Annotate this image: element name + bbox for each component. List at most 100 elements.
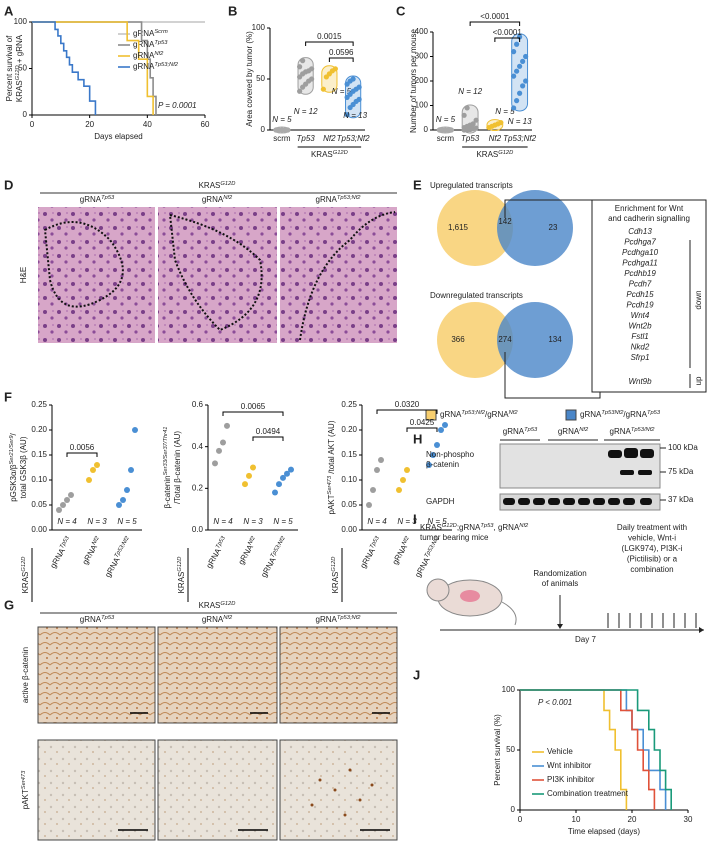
data-point — [517, 63, 523, 69]
label-part: , gRNA — [494, 523, 520, 532]
data-point — [464, 105, 470, 111]
label-part: gRNA — [610, 427, 632, 436]
data-point — [56, 507, 62, 513]
y-tick-label: 0.00 — [341, 525, 357, 534]
p-value: 0.0596 — [329, 48, 354, 57]
schematic-text: Daily treatment with — [617, 523, 687, 532]
schematic-text: (Pictilisib) or a — [627, 555, 678, 564]
significance-bracket — [469, 21, 521, 26]
gene: Pcdh19 — [626, 301, 654, 310]
label-part: gRNA — [580, 410, 602, 419]
bands — [503, 448, 654, 505]
box-title: and cadherin signalling — [608, 214, 690, 223]
label-part: KRAS — [331, 572, 340, 594]
gene-box — [591, 199, 707, 393]
label-part: KRAS — [420, 523, 442, 532]
violin — [511, 33, 529, 112]
schematic-text: combination — [630, 565, 673, 574]
data-point — [124, 487, 130, 493]
data-point — [366, 502, 372, 508]
label-part: Ser21/Ser9 — [9, 435, 15, 465]
label-part: Nf2 — [223, 615, 233, 621]
label-part: gRNA — [440, 410, 462, 419]
significance-bracket — [305, 41, 354, 46]
survival-curve — [520, 689, 672, 810]
p-value: <0.0001 — [493, 28, 523, 37]
y-tick-label: 0 — [261, 125, 266, 134]
x-tick-label: Tp53;Nf2 — [337, 134, 370, 143]
significance-bracket — [406, 427, 438, 432]
p-value: 0.0015 — [317, 32, 342, 41]
label-part: gRNA — [503, 427, 525, 436]
data-point — [378, 457, 384, 463]
y-tick-label: 200 — [415, 76, 429, 85]
p-value: 0.0425 — [410, 418, 435, 427]
data-point — [434, 442, 440, 448]
row-label: β-catenin — [426, 460, 459, 469]
mouse-tail — [501, 601, 517, 626]
data-point — [514, 68, 520, 74]
label-part: gRNA — [133, 29, 155, 38]
survival-curve — [32, 21, 157, 115]
group-label: KRASG12D — [177, 557, 187, 594]
data-point — [300, 58, 306, 64]
label-part: pAKT — [327, 494, 336, 514]
data-point — [132, 427, 138, 433]
data-point — [426, 462, 432, 468]
venn-count: 274 — [498, 335, 512, 344]
x-tick-label: 30 — [684, 815, 693, 824]
label-part: pGSK3α/β — [9, 464, 18, 502]
label-part: gRNA — [359, 546, 378, 570]
data-point — [374, 467, 380, 473]
data-point — [514, 98, 520, 104]
data-point — [64, 497, 70, 503]
image — [280, 207, 397, 343]
survival-curve — [520, 689, 656, 810]
gene: Wnt9b — [628, 377, 652, 386]
legend-label: gRNATp53;Nf2 — [133, 62, 179, 72]
venn-count: 134 — [548, 335, 562, 344]
data-point — [309, 66, 315, 72]
data-point — [86, 477, 92, 483]
y-axis-label: /Total β-catenin (AU) — [173, 431, 182, 504]
column-label: gRNATp53;Nf2 — [316, 195, 362, 205]
lane-label: gRNANf2 — [558, 427, 589, 437]
panel-label: E — [413, 177, 422, 192]
n-label: N = 5 — [495, 107, 515, 116]
data-point — [520, 83, 526, 89]
y-tick-label: 0.0 — [192, 525, 204, 534]
image — [37, 739, 156, 841]
connector — [504, 199, 592, 218]
n-label: N = 4 — [213, 517, 233, 526]
gene: Cdh13 — [628, 227, 652, 236]
y-tick-label: 50 — [506, 745, 515, 754]
venn-circle — [437, 302, 513, 378]
y-tick-label: 0.20 — [31, 425, 47, 434]
row-label: active β-catenin — [21, 647, 30, 703]
label-part: Tp53 — [524, 427, 538, 433]
y-tick-label: 0.10 — [341, 475, 357, 484]
venn-count: 1,615 — [448, 223, 469, 232]
row-label: GAPDH — [426, 497, 455, 506]
y-axis-label: pAKTSer473 /total AKT (AU) — [327, 420, 337, 514]
data-point — [216, 447, 222, 454]
label-part: gRNA — [391, 543, 410, 567]
x-tick-label: Tp53 — [461, 134, 480, 143]
label-part: KRAS — [311, 150, 333, 159]
n-label: N = 5 — [273, 517, 293, 526]
y-tick-label: 400 — [415, 27, 429, 36]
data-point — [120, 497, 126, 503]
label-part: Tp53/Nf2 — [631, 427, 655, 433]
label-part: β-catenin — [163, 475, 172, 508]
label-part: / — [9, 432, 18, 435]
y-tick-label: 0.15 — [341, 450, 357, 459]
data-point — [116, 502, 122, 508]
survival-curve — [32, 21, 97, 115]
label-part: Nf2 — [579, 427, 589, 433]
data-point — [212, 460, 218, 467]
group-label: KRASG12D — [21, 557, 31, 594]
data-point — [94, 462, 100, 468]
lungs — [460, 590, 480, 602]
venn-count: 142 — [498, 217, 512, 226]
